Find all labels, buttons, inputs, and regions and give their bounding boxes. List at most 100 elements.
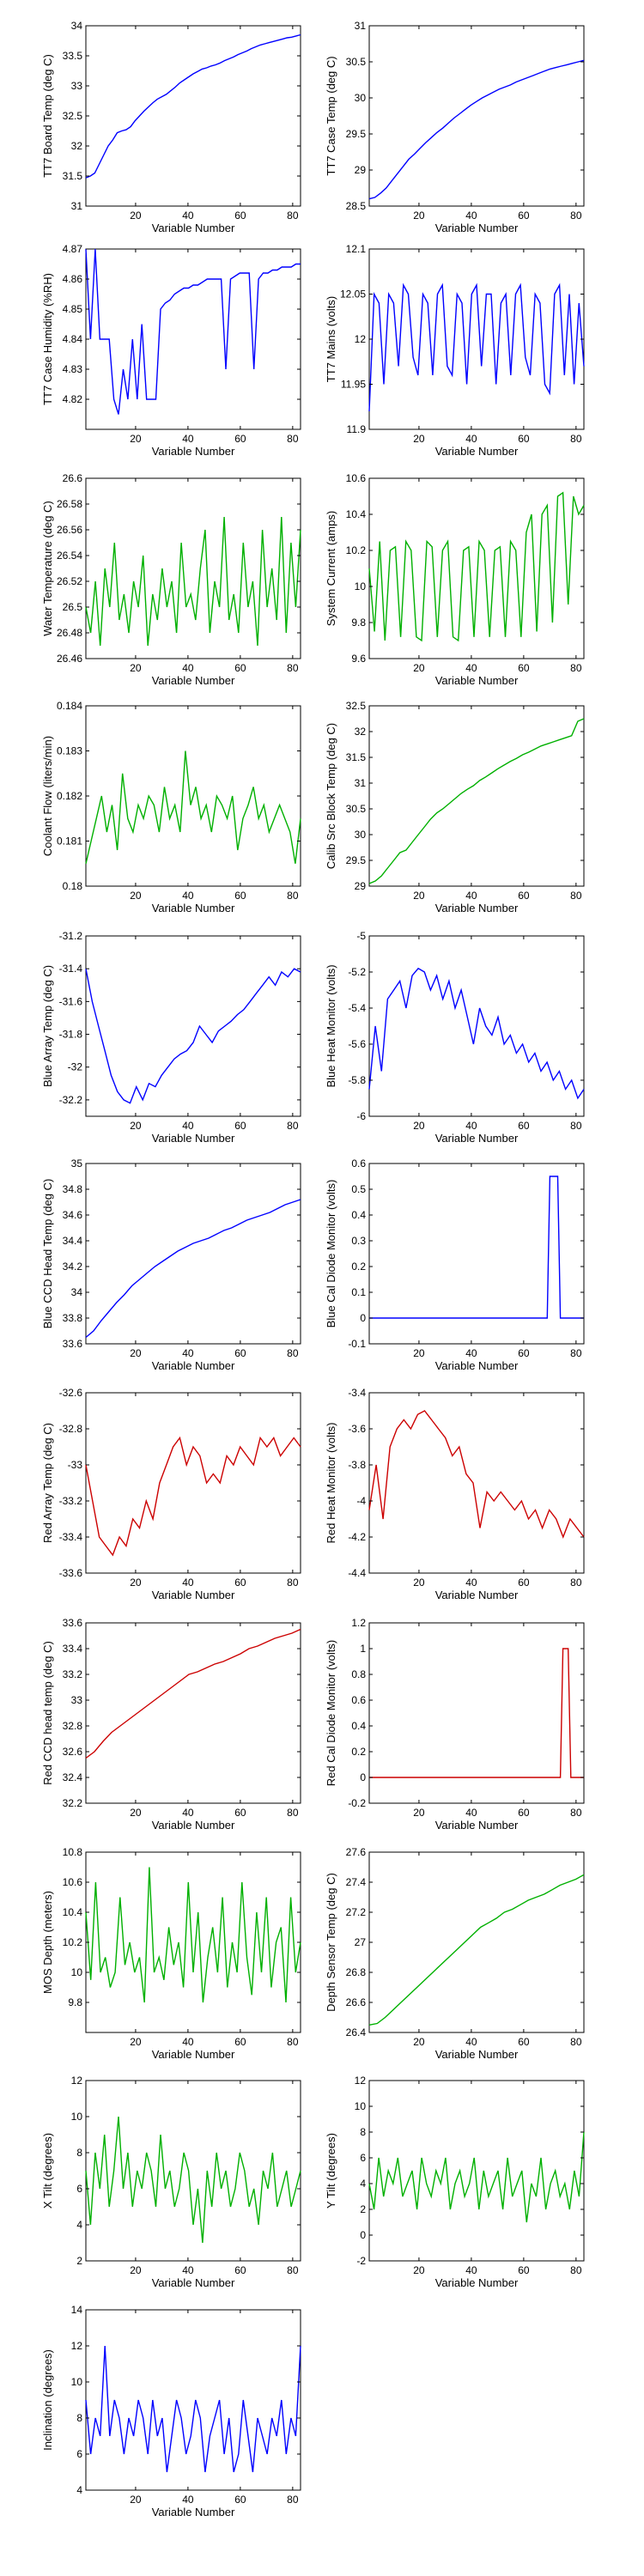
x-axis-label: Variable Number xyxy=(435,445,519,458)
x-tick-label: 40 xyxy=(465,433,477,445)
y-tick-label: 34.4 xyxy=(63,1235,83,1247)
y-axis-label: Water Temperature (deg C) xyxy=(41,501,54,636)
y-tick-label: 30.5 xyxy=(346,803,367,815)
y-tick-label: 26.46 xyxy=(57,653,82,665)
x-tick-label: 20 xyxy=(413,1577,425,1589)
plot-frame xyxy=(85,2080,301,2262)
subplot-4: 11.9 11.95 12 12.05 12.1 20 40 60 80 Variable Num… xyxy=(325,243,585,458)
y-axis-label: Depth Sensor Temp (deg C) xyxy=(325,1873,337,2012)
y-tick-label: 12 xyxy=(71,2075,83,2087)
y-tick-label: 26.56 xyxy=(57,524,82,536)
x-axis-label: Variable Number xyxy=(435,2048,519,2061)
x-tick-label: 80 xyxy=(570,890,582,902)
y-tick-label: 0.182 xyxy=(57,790,82,802)
plot-frame xyxy=(85,477,301,659)
y-tick-label: 33.2 xyxy=(63,1668,83,1680)
x-tick-label: 60 xyxy=(234,210,246,222)
y-tick-label: 10.2 xyxy=(346,544,367,556)
x-tick-label: 60 xyxy=(518,1347,530,1359)
y-tick-label: 32.5 xyxy=(346,700,367,712)
y-axis-label: Blue Cal Diode Monitor (volts) xyxy=(325,1180,337,1328)
x-tick-label: 20 xyxy=(413,210,425,222)
x-tick-label: 60 xyxy=(518,2036,530,2048)
x-tick-label: 40 xyxy=(465,1577,477,1589)
y-tick-label: 27.6 xyxy=(346,1846,367,1858)
y-tick-label: 0 xyxy=(360,1771,366,1783)
series-line xyxy=(85,248,301,415)
y-tick-label: -5.6 xyxy=(348,1038,366,1050)
y-tick-label: 26.48 xyxy=(57,627,82,639)
y-tick-label: 0.4 xyxy=(351,1720,366,1732)
x-tick-label: 40 xyxy=(182,1120,194,1132)
x-tick-label: 60 xyxy=(234,1807,246,1819)
y-tick-label: 12.05 xyxy=(340,289,366,301)
x-tick-label: 80 xyxy=(570,433,582,445)
series-line xyxy=(368,2131,585,2223)
series-line xyxy=(368,491,585,642)
y-axis-label: Y Tilt (degrees) xyxy=(325,2133,337,2208)
plot-frame xyxy=(368,25,585,207)
y-tick-label: 32.4 xyxy=(63,1771,83,1783)
x-tick-label: 40 xyxy=(465,1347,477,1359)
x-tick-label: 20 xyxy=(413,662,425,674)
x-axis-label: Variable Number xyxy=(152,902,235,914)
x-tick-label: 20 xyxy=(413,1347,425,1359)
y-tick-label: 0.6 xyxy=(351,1157,366,1170)
plot-frame xyxy=(368,705,585,887)
y-tick-label: 10 xyxy=(71,1966,83,1978)
subplot-5: 26.46 26.48 26.5 26.52 26.54 26.56 26.58 26.6 20… xyxy=(41,472,301,687)
y-tick-label: 8 xyxy=(76,2412,82,2424)
y-axis-label: Red Array Temp (deg C) xyxy=(41,1423,54,1543)
y-tick-label: -3.6 xyxy=(348,1423,366,1435)
y-tick-label: 1 xyxy=(360,1643,366,1655)
y-tick-label: 26.52 xyxy=(57,575,82,587)
subplot-19: 2 4 6 8 10 12 20 40 60 80 Variable Number X Tilt (d… xyxy=(41,2075,301,2289)
y-tick-label: 10.4 xyxy=(63,1906,83,1918)
y-axis-label: TT7 Case Temp (deg C) xyxy=(325,56,337,175)
x-axis-label: Variable Number xyxy=(435,1819,519,1832)
series-line xyxy=(368,1874,585,2026)
series-line xyxy=(369,1176,584,1319)
y-tick-label: 34 xyxy=(71,20,83,32)
y-tick-label: 33.8 xyxy=(63,1312,83,1324)
y-tick-label: 9.8 xyxy=(68,1996,82,2008)
y-tick-label: 26.8 xyxy=(346,1966,367,1978)
y-tick-label: 0.6 xyxy=(351,1694,366,1706)
subplot-15: 32.2 32.4 32.6 32.8 33 33.2 33.4 33.6 20 40 60 80 Va… xyxy=(41,1617,301,1832)
y-tick-label: 0.8 xyxy=(351,1668,366,1680)
y-axis-label: TT7 Case Humidity (%RH) xyxy=(41,273,54,405)
subplot-2: 28.5 29 29.5 30 30.5 31 20 40 60 80 Variable Numbe… xyxy=(325,20,585,234)
y-tick-label: -32.6 xyxy=(59,1387,83,1399)
y-tick-label: 10.6 xyxy=(346,472,367,484)
x-tick-label: 20 xyxy=(130,1807,142,1819)
y-tick-label: -31.2 xyxy=(59,930,83,942)
x-axis-label: Variable Number xyxy=(435,1589,519,1601)
y-tick-label: 29 xyxy=(355,880,367,892)
y-axis-label: Blue Array Temp (deg C) xyxy=(41,965,54,1087)
y-tick-label: 32 xyxy=(71,140,83,152)
subplot-21: 4 6 8 10 12 14 20 40 60 80 Variable Number Inclinat… xyxy=(41,2304,301,2518)
y-tick-label: 2 xyxy=(360,2203,366,2215)
series-line xyxy=(369,1648,584,1778)
x-tick-label: 80 xyxy=(287,1120,299,1132)
y-tick-label: -5 xyxy=(356,930,366,942)
x-tick-label: 80 xyxy=(287,2264,299,2276)
x-tick-label: 20 xyxy=(130,210,142,222)
y-tick-label: 1.2 xyxy=(351,1617,366,1629)
y-tick-label: -33.6 xyxy=(59,1567,83,1579)
plot-frame xyxy=(85,248,301,430)
x-tick-label: 60 xyxy=(234,1347,246,1359)
y-tick-label: -33 xyxy=(68,1459,83,1471)
y-tick-label: 34.8 xyxy=(63,1183,83,1195)
y-tick-label: 32.8 xyxy=(63,1720,83,1732)
y-tick-label: -3.8 xyxy=(348,1459,366,1471)
y-tick-label: 30 xyxy=(355,829,367,841)
x-tick-label: 60 xyxy=(234,2264,246,2276)
y-tick-label: 11.95 xyxy=(341,379,366,391)
x-tick-label: 20 xyxy=(413,890,425,902)
x-tick-label: 40 xyxy=(182,662,194,674)
y-axis-label: Coolant Flow (liters/min) xyxy=(41,736,54,856)
subplot-16: -0.2 0 0.2 0.4 0.6 0.8 1 1.2 20 40 60 80 Variable Nu… xyxy=(325,1617,585,1832)
x-axis-label: Variable Number xyxy=(152,2506,235,2518)
